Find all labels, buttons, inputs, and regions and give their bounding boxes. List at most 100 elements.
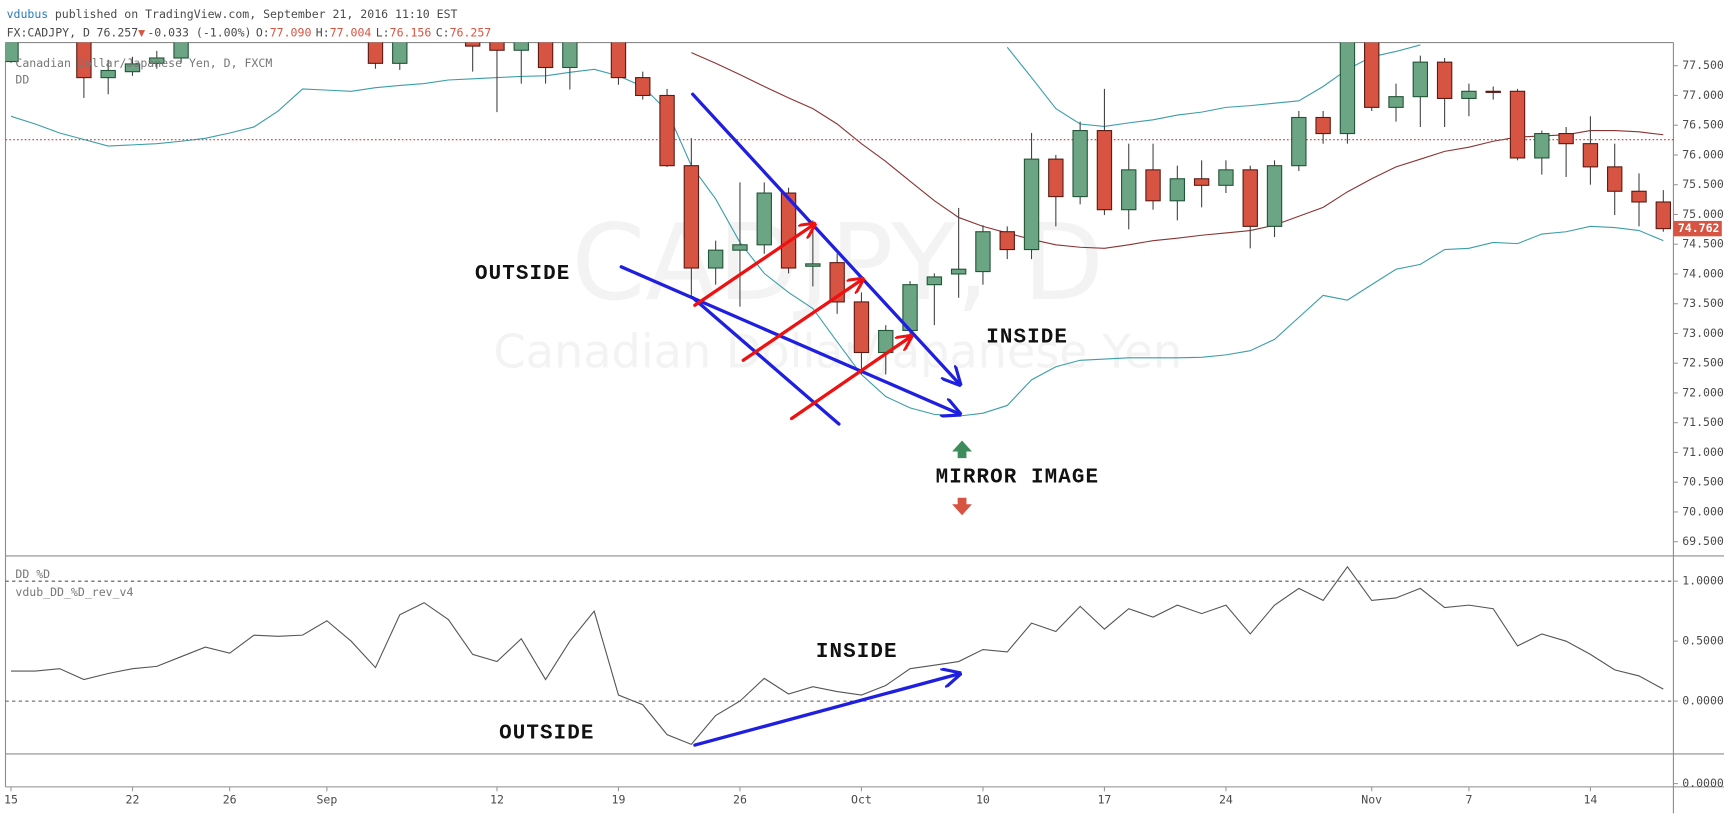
- candle-body: [1048, 158, 1064, 198]
- candle-body: [1582, 143, 1599, 168]
- x-tick-label: 19: [612, 793, 626, 807]
- candle-body: [1534, 133, 1550, 159]
- quote-o: O:: [256, 25, 270, 39]
- candle-body: [1339, 42, 1356, 135]
- candle-body: [1023, 158, 1040, 251]
- candle-body: [610, 42, 627, 79]
- x-tick-label: 26: [223, 793, 237, 807]
- candle-body: [1607, 166, 1623, 192]
- middle-band: [691, 52, 1664, 249]
- candle-body: [392, 42, 408, 64]
- x-tick-label: 26: [733, 793, 747, 807]
- candle-body: [537, 42, 554, 69]
- candle-body: [1388, 96, 1404, 108]
- oscillator-title: DD %D: [15, 567, 50, 581]
- y-tick-label: 72.000: [1682, 385, 1724, 399]
- pane-legend: Canadian Dollar/Japanese Yen, D, FXCM: [15, 56, 272, 70]
- candle-body: [1145, 169, 1161, 202]
- candle-body: [1121, 169, 1137, 211]
- y-tick-label: 76.500: [1682, 118, 1724, 132]
- y-tick-label: 0.5000: [1682, 634, 1724, 648]
- y-tick-label: 75.000: [1682, 207, 1724, 221]
- candle-body: [1291, 116, 1307, 167]
- y-tick-label: 74.000: [1682, 266, 1724, 280]
- candle-body: [732, 244, 748, 251]
- candle-body: [513, 42, 529, 51]
- last: 76.257: [97, 25, 139, 39]
- candle-body: [1485, 90, 1501, 93]
- change: -0.033 (-1.00%): [147, 25, 251, 39]
- quote-c: C:: [436, 25, 450, 39]
- candle-body: [1655, 201, 1672, 230]
- y-tick-label: 71.000: [1682, 445, 1724, 459]
- annotation: MIRROR IMAGE: [936, 466, 1100, 489]
- y-tick-label: 73.500: [1682, 296, 1724, 310]
- candle-body: [975, 231, 991, 273]
- author: vdubus: [7, 6, 49, 20]
- y-tick-label: 0.0000: [1682, 776, 1724, 790]
- lower-band: [10, 68, 1664, 417]
- x-tick-label: 7: [1465, 793, 1472, 807]
- x-tick-label: 12: [490, 793, 504, 807]
- y-tick-label: 74.500: [1682, 237, 1724, 251]
- candle-body: [124, 63, 141, 73]
- x-tick-label: 14: [1583, 793, 1597, 807]
- candle-body: [1558, 133, 1574, 145]
- x-tick-label: 15: [4, 793, 18, 807]
- candle-body: [1242, 169, 1258, 227]
- y-tick-label: 75.500: [1682, 177, 1724, 191]
- candle-body: [659, 94, 675, 167]
- quote-line: FX:CADJPY, D 76.257▼ -0.033 (-1.00%) O:77.0…: [7, 25, 492, 39]
- quote-c-value: 76.257: [450, 25, 492, 39]
- candle-body: [367, 42, 384, 64]
- candle-body: [926, 276, 943, 286]
- y-tick-label: 77.500: [1682, 58, 1724, 72]
- candle-body: [1364, 42, 1380, 108]
- symbol: FX:CADJPY, D: [7, 25, 90, 39]
- candle-body: [1193, 178, 1210, 186]
- candle-body: [173, 42, 189, 59]
- annotation: OUTSIDE: [475, 263, 570, 286]
- oscillator-subtitle: vdub_DD_%D_rev_v4: [15, 585, 133, 599]
- candle-body: [635, 77, 651, 97]
- candle-body: [100, 69, 116, 79]
- trend-arrow: [619, 265, 960, 414]
- trend-arrow: [693, 674, 960, 747]
- y-tick-label: 71.500: [1682, 415, 1724, 429]
- x-tick-label: 17: [1097, 793, 1111, 807]
- candle-body: [1509, 90, 1526, 159]
- candle-body: [562, 42, 578, 69]
- y-tick-label: 73.000: [1682, 326, 1724, 340]
- quote-l: L:: [376, 25, 390, 39]
- candle-body: [5, 42, 19, 63]
- annotation: INSIDE: [816, 641, 898, 664]
- x-tick-label: 10: [976, 793, 990, 807]
- quote-l-value: 76.156: [390, 25, 432, 39]
- candle-body: [1412, 61, 1429, 98]
- down-icon: [952, 497, 972, 516]
- quote-h: H:: [316, 25, 330, 39]
- candle-body: [1315, 116, 1331, 135]
- candle-body: [950, 268, 967, 275]
- last-price-box: [1673, 220, 1722, 237]
- x-tick-label: 22: [126, 793, 140, 807]
- candle-body: [464, 42, 481, 47]
- drawings: [619, 92, 960, 747]
- y-tick-label: 77.000: [1682, 88, 1724, 102]
- candle-body: [149, 57, 165, 64]
- published: published on TradingView.com, September …: [55, 6, 458, 20]
- red-arrow: [693, 224, 815, 307]
- oscillator-pane: [5, 565, 1674, 745]
- candle-body: [1218, 169, 1234, 186]
- y-tick-label: 70.000: [1682, 504, 1724, 518]
- y-tick-label: 76.000: [1682, 147, 1724, 161]
- candle-body: [1631, 190, 1647, 203]
- candle-body: [489, 42, 505, 51]
- candle-body: [780, 192, 797, 269]
- y-tick-label: 72.500: [1682, 356, 1724, 370]
- candle-body: [1436, 61, 1453, 99]
- annotation: INSIDE: [986, 327, 1068, 350]
- x-tick-label: Sep: [316, 793, 337, 807]
